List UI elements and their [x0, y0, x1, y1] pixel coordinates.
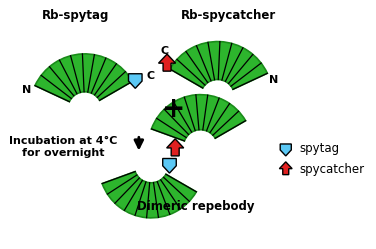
Wedge shape: [152, 95, 246, 141]
Text: C: C: [147, 71, 155, 81]
Text: C: C: [161, 46, 168, 56]
Wedge shape: [35, 54, 132, 102]
Polygon shape: [163, 159, 176, 173]
Text: +: +: [162, 95, 186, 123]
Text: Incubation at 4°C
for overnight: Incubation at 4°C for overnight: [9, 136, 117, 158]
Wedge shape: [170, 42, 267, 89]
Polygon shape: [159, 54, 176, 71]
Text: N: N: [22, 85, 31, 95]
Polygon shape: [280, 144, 291, 156]
Polygon shape: [129, 74, 142, 88]
Text: N: N: [269, 75, 279, 85]
Text: spytag: spytag: [299, 142, 339, 155]
Polygon shape: [279, 162, 292, 175]
Text: spycatcher: spycatcher: [299, 163, 364, 176]
Wedge shape: [102, 172, 196, 218]
Text: Rb-spytag: Rb-spytag: [42, 9, 109, 22]
Text: Rb-spycatcher: Rb-spycatcher: [181, 9, 276, 22]
Polygon shape: [167, 139, 184, 156]
Text: Dimeric repebody: Dimeric repebody: [137, 200, 255, 213]
